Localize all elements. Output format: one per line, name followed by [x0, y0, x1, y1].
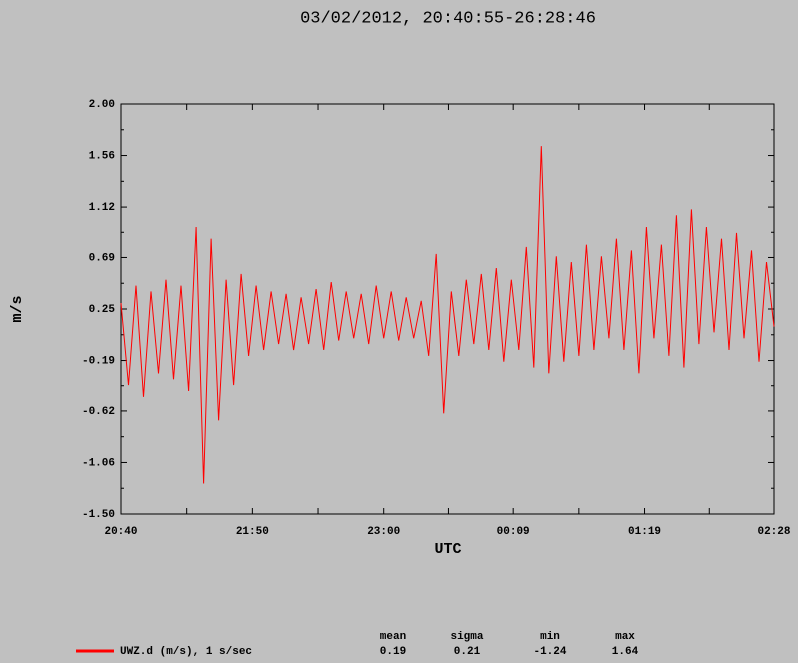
y-tick-label: 1.12 [89, 202, 115, 214]
stat-value: 0.21 [454, 646, 481, 658]
stat-value: 1.64 [612, 646, 639, 658]
stat-value: -1.24 [533, 646, 566, 658]
y-tick-label: 0.25 [89, 304, 116, 316]
y-tick-label: 2.00 [89, 99, 115, 111]
x-tick-label: 20:40 [104, 526, 137, 538]
y-tick-label: 0.69 [89, 252, 115, 264]
x-tick-label: 21:50 [236, 526, 269, 538]
stat-header: max [615, 631, 635, 643]
stat-header: min [540, 631, 560, 643]
chart-title: 03/02/2012, 20:40:55-26:28:46 [300, 9, 596, 28]
x-tick-label: 00:09 [497, 526, 530, 538]
plot-frame [120, 103, 775, 515]
stat-header: mean [380, 631, 406, 643]
x-tick-label: 23:00 [367, 526, 400, 538]
y-tick-label: -1.06 [82, 457, 115, 469]
y-tick-label: -1.50 [82, 509, 115, 521]
y-axis-label: m/s [9, 295, 26, 322]
x-tick-label: 01:19 [628, 526, 661, 538]
data-line [120, 146, 775, 484]
legend-label: UWZ.d (m/s), 1 s/sec [120, 646, 252, 658]
stat-header: sigma [450, 631, 483, 643]
x-axis-label: UTC [434, 541, 461, 558]
x-tick-label: 02:28 [757, 526, 790, 538]
y-tick-label: 1.56 [89, 150, 115, 162]
y-tick-label: -0.62 [82, 406, 115, 418]
stat-value: 0.19 [380, 646, 406, 658]
y-tick-label: -0.19 [82, 355, 115, 367]
